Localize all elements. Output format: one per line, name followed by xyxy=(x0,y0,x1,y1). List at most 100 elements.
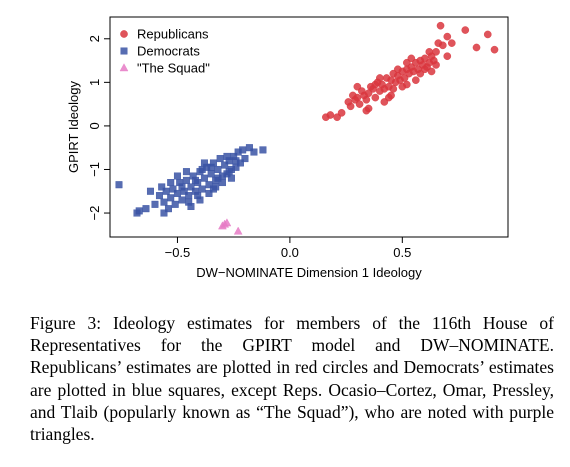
democrats-point xyxy=(218,179,226,187)
democrats-point xyxy=(232,157,240,165)
republicans-point xyxy=(380,98,389,106)
y-tick-label: −2 xyxy=(87,206,102,221)
republicans-point xyxy=(472,43,481,52)
democrats-point xyxy=(223,152,231,160)
x-tick-label: 0.5 xyxy=(393,245,411,260)
democrats-point xyxy=(221,161,229,169)
democrats-point xyxy=(187,183,195,191)
republicans-point xyxy=(346,102,355,111)
data-points xyxy=(115,21,499,235)
democrats-point xyxy=(185,192,193,200)
y-tick-label: −1 xyxy=(87,162,102,177)
democrats-point xyxy=(167,179,175,187)
republicans-point xyxy=(416,69,425,78)
republicans-point xyxy=(432,61,440,69)
democrats-point xyxy=(185,198,193,206)
democrats-point xyxy=(182,168,190,176)
republicans-point xyxy=(398,82,407,91)
democrats-point xyxy=(205,189,213,197)
y-tick-label: 1 xyxy=(87,79,102,86)
republicans-point xyxy=(443,32,452,41)
republicans-point xyxy=(443,52,452,61)
democrats-point xyxy=(178,183,186,191)
democrats-point xyxy=(158,183,166,191)
legend: Republicans Democrats "The Squad" xyxy=(119,27,210,76)
democrats-point xyxy=(178,196,186,204)
legend-label: Democrats xyxy=(137,44,200,59)
republicans-point xyxy=(353,93,362,102)
democrats-point xyxy=(182,176,190,184)
democrats-point xyxy=(142,205,150,213)
y-axis: −2 −1 0 1 2 xyxy=(87,35,111,221)
figure-caption: Figure 3: Ideology estimates for members… xyxy=(30,313,554,445)
republicans-point xyxy=(412,76,420,84)
republicans-point xyxy=(427,67,436,76)
republicans-point xyxy=(447,39,456,47)
republicans-point xyxy=(353,82,362,91)
democrats-point xyxy=(214,165,222,173)
republicans-point xyxy=(326,111,335,119)
legend-circle-icon xyxy=(120,30,128,38)
legend-label: Republicans xyxy=(137,27,209,42)
x-tick-label: 0.0 xyxy=(281,245,299,260)
republicans-point xyxy=(389,85,398,93)
democrats-point xyxy=(245,144,253,152)
democrats-point xyxy=(171,200,179,208)
scatter-chart: −0.5 0.0 0.5 −2 −1 0 1 2 DW−NOMINATE Dimension… xyxy=(66,16,509,280)
republicans-point xyxy=(362,106,371,115)
x-tick-label: −0.5 xyxy=(165,245,191,260)
republicans-point xyxy=(438,41,447,50)
y-axis-label: GPIRT Ideology xyxy=(66,80,81,173)
democrats-point xyxy=(167,194,175,202)
republicans-point xyxy=(432,48,440,56)
y-tick-label: 0 xyxy=(87,122,102,129)
democrats-point xyxy=(241,155,249,163)
democrats-point xyxy=(115,181,123,189)
republicans-point xyxy=(461,26,470,34)
republicans-point xyxy=(355,100,364,108)
democrats-point xyxy=(135,207,143,215)
legend-triangle-icon xyxy=(119,63,129,72)
democrats-point xyxy=(191,176,199,184)
democrats-point xyxy=(207,170,215,178)
democrats-point xyxy=(239,146,247,154)
democrats-point xyxy=(160,198,168,206)
legend-label: "The Squad" xyxy=(137,61,210,76)
republicans-point xyxy=(362,95,371,104)
democrats-point xyxy=(198,165,206,173)
republicans-point xyxy=(394,65,402,74)
democrats-point xyxy=(194,192,202,200)
legend-square-icon xyxy=(120,47,128,55)
democrats-point xyxy=(173,172,181,180)
democrats-point xyxy=(207,163,215,171)
democrats-point xyxy=(200,159,208,167)
the-squad-point xyxy=(222,218,232,227)
republicans-point xyxy=(376,74,384,82)
republicans-point xyxy=(371,80,380,89)
republicans-point xyxy=(337,109,346,117)
democrats-point xyxy=(146,187,154,195)
y-tick-label: 2 xyxy=(87,35,102,42)
x-axis-label: DW−NOMINATE Dimension 1 Ideology xyxy=(196,265,422,280)
democrats-point xyxy=(162,187,170,195)
democrats-point xyxy=(164,205,172,213)
democrats-point xyxy=(225,168,233,176)
democrats-point xyxy=(200,174,208,182)
republicans-point xyxy=(371,93,380,102)
republicans-point xyxy=(483,30,492,39)
republicans-point xyxy=(490,45,499,54)
democrats-point xyxy=(214,174,222,182)
republicans-point xyxy=(436,21,445,30)
democrats-point xyxy=(173,189,181,197)
democrats-point xyxy=(160,209,168,217)
democrats-point xyxy=(198,185,206,193)
republicans-point xyxy=(403,58,411,67)
democrats-point xyxy=(250,148,258,156)
x-axis: −0.5 0.0 0.5 xyxy=(165,236,411,260)
democrats-point xyxy=(259,146,267,154)
democrats-point xyxy=(216,155,224,163)
democrats-point xyxy=(151,200,159,208)
democrats-point xyxy=(227,174,235,182)
democrats-point xyxy=(155,192,163,200)
democrats-point xyxy=(209,185,217,193)
